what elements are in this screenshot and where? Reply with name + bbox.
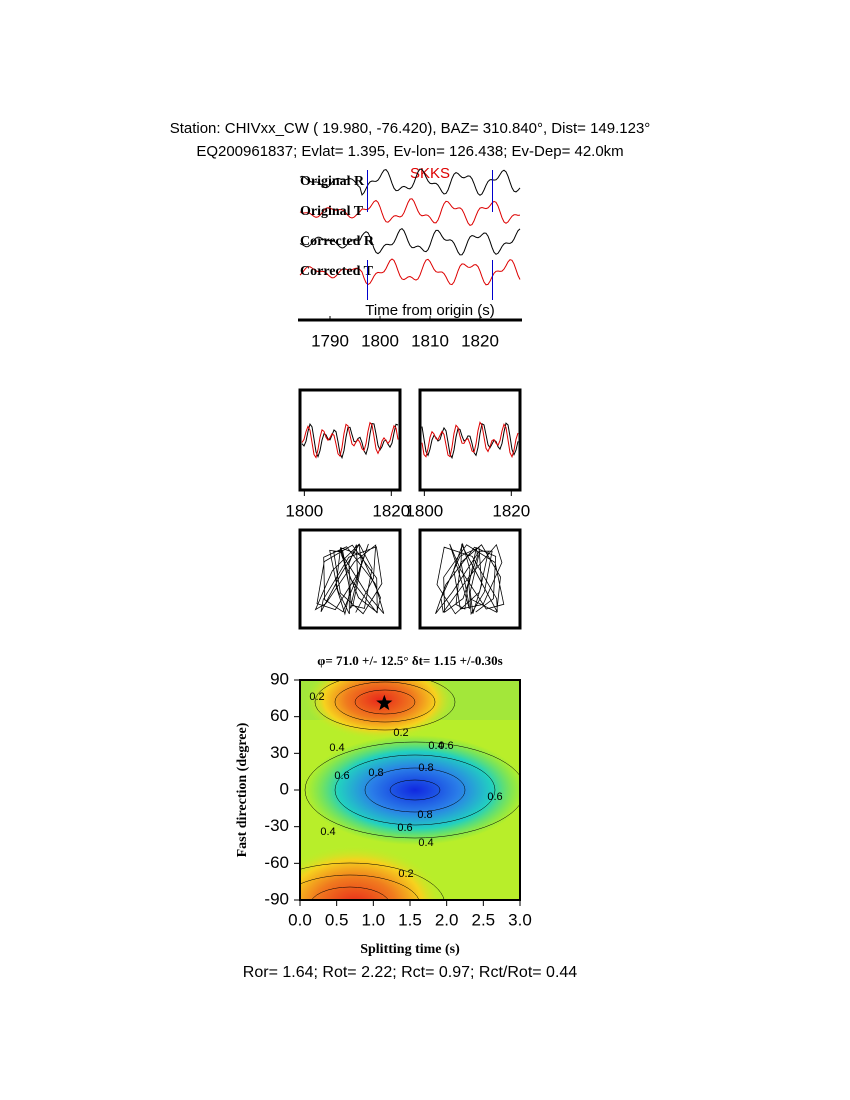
particle-motion (314, 543, 385, 616)
contour-label: 0.4 (428, 740, 443, 752)
y-tick-label: 30 (270, 743, 289, 762)
trace-label: Corrected R (300, 234, 375, 249)
contour-label: 0.6 (487, 791, 502, 803)
misfit-map (300, 680, 520, 900)
y-tick-label: -30 (264, 816, 289, 835)
x-tick-label: 1820 (492, 501, 530, 520)
contour-label: 0.4 (329, 742, 344, 754)
x-tick-label: 0.5 (325, 910, 349, 929)
x-tick-label: 1810 (411, 331, 449, 350)
panel (418, 388, 522, 492)
x-tick-label: 1790 (311, 331, 349, 350)
contour-label: 0.2 (309, 691, 324, 703)
x-tick-label: 1820 (372, 501, 410, 520)
x-tick-label: 1800 (285, 501, 323, 520)
panel (418, 528, 522, 630)
footer: Ror= 1.64; Rot= 2.22; Rct= 0.97; Rct/Rot… (243, 964, 578, 981)
x-axis-title: Time from origin (s) (365, 302, 494, 319)
map-low (305, 735, 520, 845)
trace-label: Original T (300, 204, 364, 219)
x-tick-label: 2.5 (472, 910, 496, 929)
x-tick-label: 3.0 (508, 910, 532, 929)
trace-label: Corrected T (300, 264, 374, 279)
waveform (301, 422, 399, 460)
y-tick-label: 90 (270, 669, 289, 688)
x-tick-label: 2.0 (435, 910, 459, 929)
waveform (299, 227, 521, 256)
x-tick-label: 0.0 (288, 910, 312, 929)
waveform (421, 422, 519, 460)
x-tick-label: 1.0 (362, 910, 386, 929)
x-tick-label: 1820 (461, 331, 499, 350)
waveform (299, 258, 521, 286)
waveform (421, 421, 519, 459)
particle-motion (435, 542, 505, 616)
waveform (299, 198, 521, 226)
contour-label: 0.4 (320, 826, 335, 838)
header-line: EQ200961837; Evlat= 1.395, Ev-lon= 126.4… (196, 143, 623, 160)
result-title: φ= 71.0 +/- 12.5° δt= 1.15 +/-0.30s (317, 653, 502, 668)
x-tick-label: 1800 (361, 331, 399, 350)
y-axis-title: Fast direction (degree) (235, 722, 250, 857)
panel (298, 528, 402, 630)
y-tick-label: -90 (264, 889, 289, 908)
contour-label: 0.2 (393, 727, 408, 739)
y-tick-label: 0 (280, 779, 289, 798)
contour-label: 0.6 (334, 770, 349, 782)
contours (300, 680, 520, 900)
header-line: Station: CHIVxx_CW ( 19.980, -76.420), B… (170, 120, 651, 137)
trace-label: Original R (300, 174, 365, 189)
y-tick-label: 60 (270, 706, 289, 725)
contour-label: 0.6 (397, 822, 412, 834)
map-high (300, 845, 445, 900)
waveform (299, 168, 521, 196)
best-fit-star (376, 694, 393, 711)
map-high (305, 680, 455, 740)
x-tick-label: 1800 (405, 501, 443, 520)
panel (298, 388, 402, 492)
contour-label: 0.8 (368, 767, 383, 779)
y-tick-label: -60 (264, 853, 289, 872)
phase-label: SKKS (410, 165, 450, 182)
contour-label: 0.8 (417, 809, 432, 821)
contour-label: 0.2 (398, 868, 413, 880)
waveform (301, 421, 399, 459)
x-axis-title: Splitting time (s) (360, 942, 460, 957)
contour-label: 0.8 (418, 762, 433, 774)
contour-label: 0.6 (438, 740, 453, 752)
x-tick-label: 1.5 (398, 910, 422, 929)
contour-label: 0.4 (418, 837, 433, 849)
